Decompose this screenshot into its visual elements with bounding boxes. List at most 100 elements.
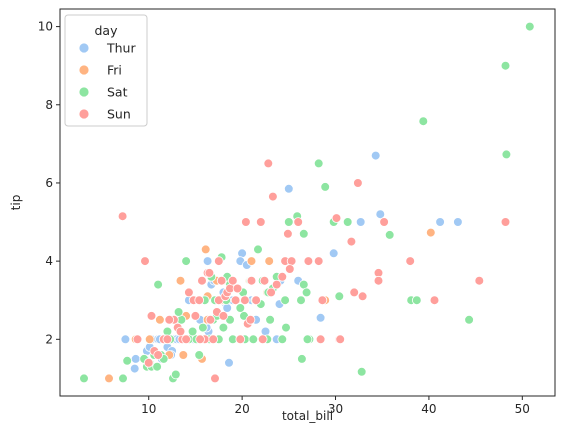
x-axis: 10 20 30 40 50	[141, 396, 530, 416]
data-point-sun	[204, 268, 215, 278]
data-point-sat	[301, 287, 312, 298]
data-point-sat	[122, 355, 132, 366]
data-point-sat	[79, 373, 89, 384]
data-point-sat	[297, 354, 307, 364]
data-point-sun	[335, 334, 346, 345]
data-point-sun	[246, 275, 257, 286]
data-point-thur	[435, 217, 445, 227]
data-point-sun	[210, 373, 220, 384]
data-point-sun	[263, 158, 274, 169]
data-point-fri	[104, 373, 114, 384]
data-point-sun	[286, 256, 297, 266]
data-point-sun	[235, 334, 246, 345]
data-point-sun	[283, 229, 293, 239]
legend-label-thur: Thur	[106, 41, 136, 56]
data-point-sun	[405, 256, 416, 266]
data-point-sun	[346, 236, 357, 247]
data-point-thur	[283, 184, 294, 194]
data-point-sun	[216, 275, 227, 286]
data-point-sat	[356, 366, 367, 377]
data-point-fri	[178, 350, 189, 360]
data-point-thur	[222, 303, 233, 313]
data-point-sun	[251, 295, 261, 306]
data-point-fri	[200, 244, 211, 255]
data-point-thur	[370, 150, 381, 161]
legend-marker-thur	[78, 42, 90, 54]
data-point-sat	[171, 369, 181, 380]
data-point-sun	[241, 217, 251, 227]
data-point-sun	[373, 275, 384, 286]
data-point-sun	[175, 326, 186, 337]
legend-marker-sat	[78, 86, 90, 98]
data-point-thur	[224, 357, 234, 368]
data-point-sat	[418, 116, 429, 126]
legend-marker-fri	[78, 64, 90, 76]
data-point-fri	[246, 256, 257, 266]
data-point-sun	[357, 291, 368, 302]
data-point-sun	[197, 275, 207, 286]
data-point-thur	[328, 248, 339, 259]
data-point-sat	[524, 21, 535, 32]
data-point-sat	[283, 217, 294, 227]
data-point-sun	[379, 217, 389, 227]
y-tick-label: 4	[45, 254, 53, 268]
data-point-thur	[120, 334, 131, 345]
data-point-sat	[235, 303, 246, 313]
data-point-sun	[117, 211, 128, 222]
data-point-thur	[237, 248, 247, 259]
data-point-sat	[296, 295, 306, 306]
y-axis-label: tip	[9, 195, 23, 211]
x-tick-label: 20	[234, 402, 249, 416]
data-point-sat	[313, 158, 324, 169]
data-point-sat	[320, 182, 331, 192]
data-point-sun	[232, 283, 243, 294]
data-point-sat	[218, 322, 229, 333]
data-point-sun	[143, 357, 154, 368]
data-point-sun	[284, 264, 295, 274]
data-point-sun	[146, 311, 157, 321]
data-point-sun	[184, 287, 194, 298]
data-point-sat	[253, 244, 263, 255]
data-point-sun	[195, 334, 205, 345]
data-point-sun	[313, 256, 324, 266]
data-point-thur	[355, 217, 366, 227]
data-point-sat	[501, 149, 512, 160]
legend-label-sun: Sun	[107, 107, 131, 122]
data-point-sun	[230, 295, 241, 306]
data-point-sun	[194, 295, 205, 306]
data-point-sun	[271, 279, 282, 290]
y-tick-label: 8	[45, 98, 53, 112]
data-point-sat	[248, 334, 259, 345]
data-point-sat	[298, 229, 309, 239]
data-point-sun	[315, 334, 326, 345]
data-point-sun	[218, 311, 229, 321]
data-point-sun	[153, 350, 163, 360]
data-point-sat	[500, 60, 511, 71]
data-point-sun	[214, 256, 224, 266]
data-point-thur	[453, 217, 463, 227]
legend: day Thur Fri Sat Sun	[64, 14, 148, 127]
x-tick-label: 50	[515, 402, 530, 416]
data-point-fri	[264, 256, 275, 266]
data-point-sat	[187, 326, 198, 337]
legend-marker-sun	[78, 108, 90, 120]
data-point-sat	[411, 295, 422, 306]
data-point-sun	[266, 287, 276, 298]
x-tick-label: 10	[141, 402, 156, 416]
data-point-sat	[384, 230, 395, 240]
x-tick-label: 30	[328, 402, 343, 416]
data-point-sat	[198, 322, 208, 333]
data-point-sun	[162, 334, 173, 345]
data-point-sun	[132, 334, 143, 345]
legend-label-fri: Fri	[107, 63, 122, 78]
x-tick-label: 40	[421, 402, 436, 416]
legend-label-sat: Sat	[107, 85, 128, 100]
data-point-fri	[175, 275, 186, 286]
data-point-sat	[153, 279, 163, 290]
data-point-thur	[130, 354, 141, 364]
data-point-sun	[353, 178, 363, 188]
data-point-sun	[331, 213, 342, 223]
legend-items: Thur Fri Sat Sun	[78, 41, 136, 122]
y-tick-label: 10	[38, 20, 53, 34]
